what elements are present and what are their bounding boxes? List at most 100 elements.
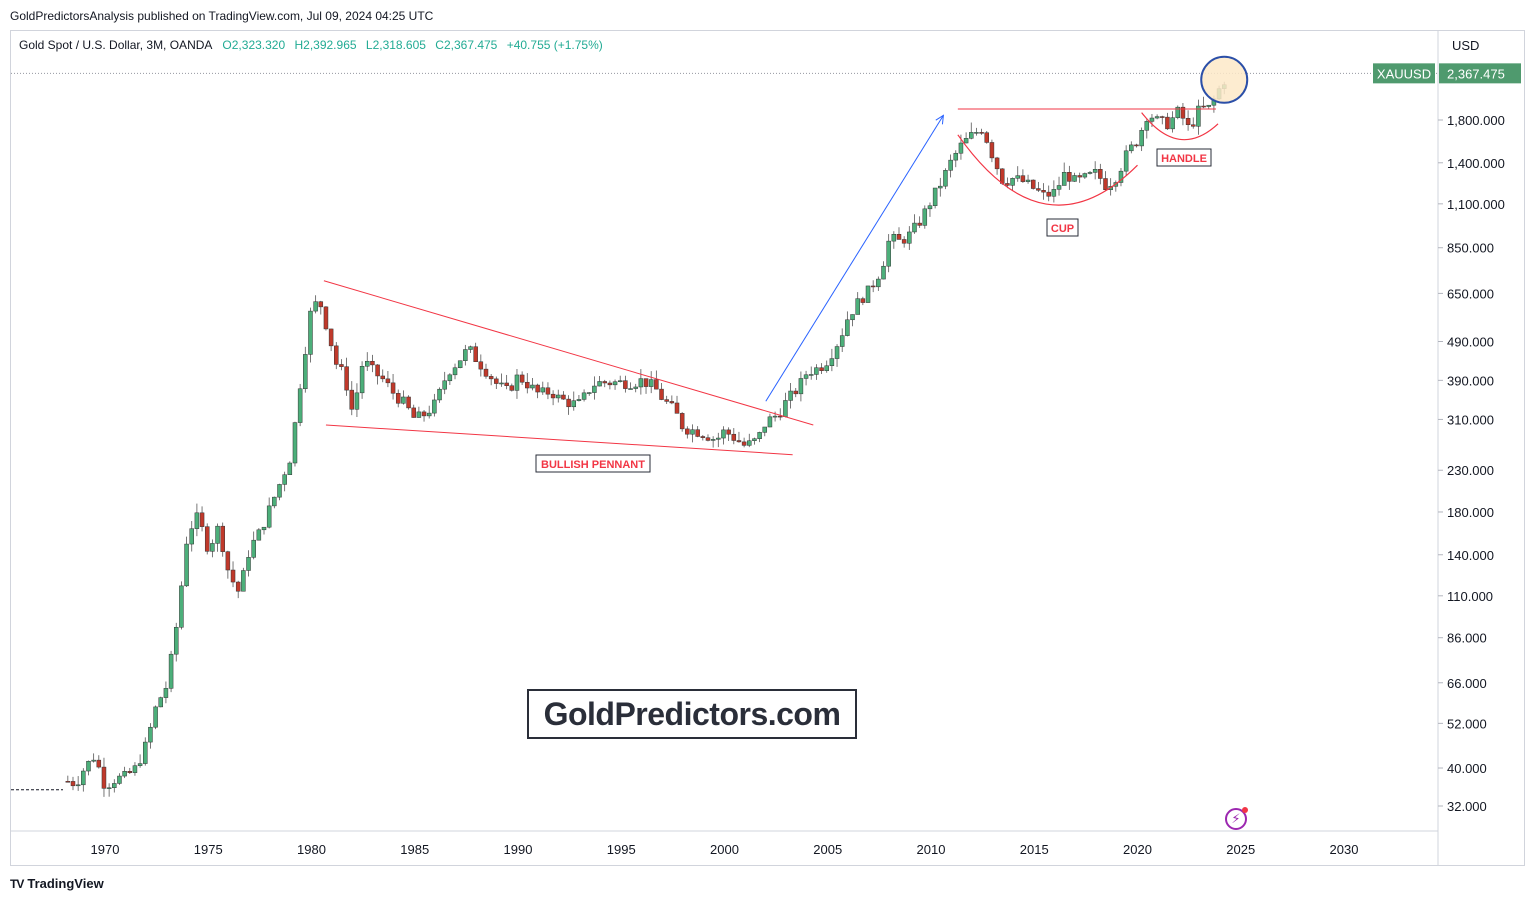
candle-body (132, 765, 138, 773)
candle-body (979, 132, 984, 134)
candle-body (922, 208, 928, 226)
candle-body (628, 388, 633, 390)
candle-body (891, 234, 897, 242)
price-tick-label: 490.000 (1447, 334, 1494, 349)
annotation-label: CUP (1051, 223, 1074, 235)
candle-body (1129, 144, 1134, 152)
candle-body (602, 381, 607, 384)
candle-body (1030, 179, 1036, 189)
candle-body (318, 301, 324, 308)
lightning-icon[interactable]: ⚡ (1225, 807, 1248, 830)
trend-arrow-head (935, 114, 944, 125)
candle-body (700, 436, 706, 438)
price-tick-label: 230.000 (1447, 463, 1494, 478)
candle-body (143, 741, 148, 764)
price-tick-label: 86.000 (1447, 631, 1487, 646)
candle-body (297, 388, 303, 423)
candle-body (442, 380, 447, 390)
candle-body (1180, 106, 1186, 119)
candle-body (184, 543, 189, 587)
candle-body (437, 388, 442, 401)
candle-body (1206, 104, 1211, 107)
candle-body (762, 426, 768, 433)
candle-body (1123, 150, 1129, 172)
candle-body (659, 388, 664, 400)
candle-body (452, 367, 458, 376)
candle-body (1185, 118, 1191, 125)
candle-body (148, 726, 153, 743)
candle-body (716, 437, 721, 440)
candle-body (163, 688, 169, 698)
tradingview-logo[interactable]: TV TradingView (10, 876, 104, 891)
candle-body (416, 411, 422, 418)
candle-body (958, 142, 964, 154)
price-tick-label: 180.000 (1447, 505, 1494, 520)
candle-body (225, 551, 231, 571)
candle-body (948, 159, 953, 171)
candle-body (530, 384, 535, 389)
candle-body (643, 378, 649, 387)
candle-body (1154, 116, 1160, 119)
candle-body (1010, 178, 1015, 186)
candle-body (215, 525, 220, 544)
candle-body (721, 429, 726, 439)
candle-body (690, 429, 695, 435)
candle-body (365, 360, 370, 367)
candle-body (359, 365, 365, 394)
candle-body (850, 314, 855, 321)
candle-body (741, 441, 747, 446)
highlight-circle (1200, 55, 1249, 104)
candle-body (96, 759, 102, 768)
candle-body (695, 429, 700, 437)
candle-body (989, 142, 995, 159)
candle-body (648, 379, 654, 387)
candle-body (106, 787, 112, 790)
candle-body (855, 298, 860, 315)
price-tick-label: 52.000 (1447, 716, 1487, 731)
candle-body (266, 505, 272, 528)
time-tick-label: 2030 (1330, 842, 1359, 857)
candle-body (101, 766, 107, 789)
time-tick-label: 1980 (297, 842, 326, 857)
candle-body (535, 384, 540, 393)
candle-body (81, 770, 86, 786)
candle-body (256, 529, 262, 541)
price-tick-label: 140.000 (1447, 548, 1494, 563)
candle-body (282, 474, 287, 485)
candle-body (592, 385, 597, 393)
price-tick-label: 1,100.000 (1447, 197, 1505, 212)
candle-body (127, 771, 133, 773)
candle-body (803, 374, 809, 379)
candle-body (1144, 121, 1150, 131)
candle-body (845, 319, 850, 336)
candle-body (1046, 191, 1051, 197)
candle-body (230, 569, 236, 583)
symbol-tag-label: XAUUSD (1377, 66, 1431, 81)
candle-body (860, 298, 866, 303)
candle-body (251, 539, 256, 558)
candle-body (927, 205, 933, 210)
candle-body (783, 400, 788, 417)
candle-body (426, 412, 432, 417)
candle-body (617, 380, 623, 382)
candle-body (612, 381, 618, 386)
candle-body (938, 185, 943, 189)
candle-body (999, 168, 1005, 184)
candle-body (561, 394, 566, 400)
trend-line (323, 280, 814, 426)
candle-body (261, 526, 267, 531)
cup-arc (957, 134, 1138, 206)
price-tick-label: 850.000 (1447, 241, 1494, 256)
candle-body (571, 400, 577, 408)
candle-body (204, 526, 210, 552)
candle-body (375, 364, 380, 377)
candle-body (1061, 172, 1067, 186)
time-tick-label: 2005 (813, 842, 842, 857)
candle-body (117, 775, 122, 784)
candle-body (974, 132, 979, 134)
time-tick-label: 2000 (710, 842, 739, 857)
price-tick-label: 66.000 (1447, 676, 1487, 691)
candle-body (1149, 117, 1155, 122)
currency-selector[interactable]: USD (1452, 38, 1480, 53)
